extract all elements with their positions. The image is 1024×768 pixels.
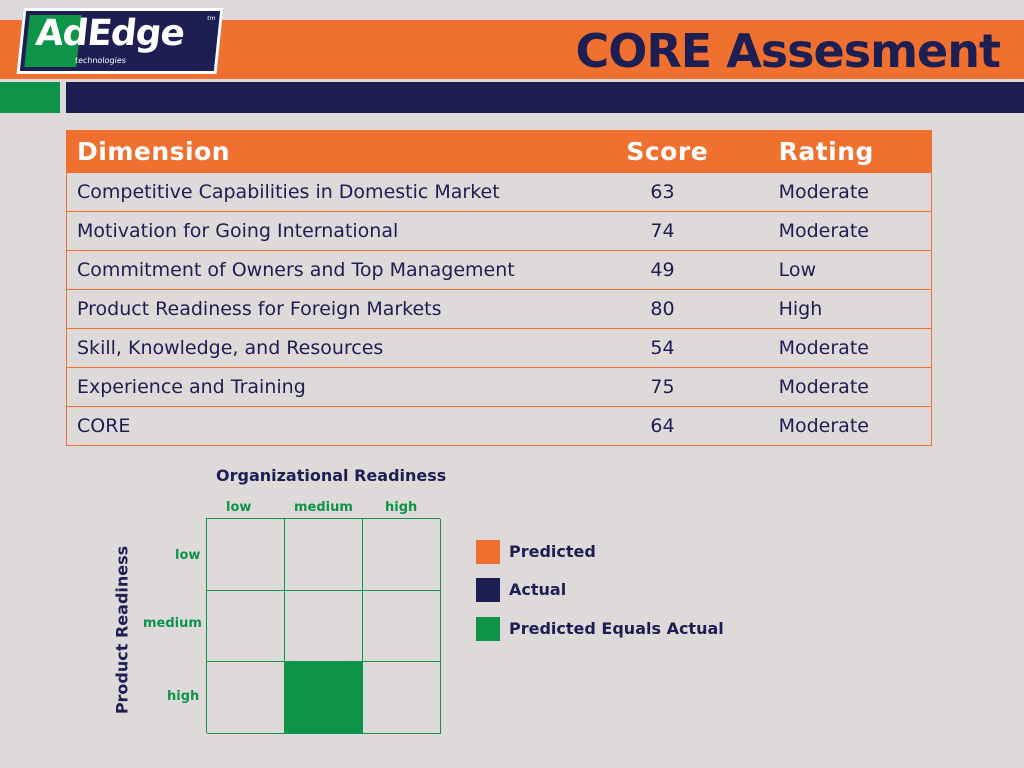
- matrix-cell: [285, 590, 363, 662]
- matrix-cell: [363, 590, 441, 662]
- matrix-row-label: high: [167, 689, 200, 704]
- matrix-cell: [363, 519, 441, 591]
- rating-cell: Moderate: [768, 328, 932, 368]
- header-score: Score: [616, 130, 769, 173]
- green-accent-strip: [0, 82, 60, 113]
- logo-name: AdEdge: [33, 13, 187, 54]
- readiness-matrix-grid: [206, 518, 441, 734]
- matrix-column-label: high: [385, 500, 418, 515]
- dimension-cell: Commitment of Owners and Top Management: [66, 250, 617, 290]
- score-cell: 74: [616, 211, 769, 251]
- score-cell: 64: [616, 406, 769, 446]
- header-dimension: Dimension: [66, 130, 617, 173]
- score-cell: 63: [616, 172, 769, 212]
- dimension-cell: Skill, Knowledge, and Resources: [66, 328, 617, 368]
- table-row: Experience and Training 75 Moderate: [66, 367, 932, 407]
- matrix-y-axis-title: Product Readiness: [112, 545, 132, 715]
- legend-label: Actual: [509, 580, 567, 599]
- dimension-cell: Product Readiness for Foreign Markets: [66, 289, 617, 329]
- table-row: CORE 64 Moderate: [66, 406, 932, 446]
- legend-label: Predicted: [509, 542, 596, 561]
- score-cell: 54: [616, 328, 769, 368]
- table-row: Competitive Capabilities in Domestic Mar…: [66, 172, 932, 212]
- legend-swatch-navy: [476, 578, 500, 602]
- dimension-cell: Competitive Capabilities in Domestic Mar…: [66, 172, 617, 212]
- dimension-cell: Experience and Training: [66, 367, 617, 407]
- navy-accent-strip: [66, 82, 1024, 113]
- legend-swatch-orange: [476, 540, 500, 564]
- table-header-row: Dimension Score Rating: [66, 130, 932, 173]
- matrix-cell: [207, 662, 285, 734]
- table-row: Product Readiness for Foreign Markets 80…: [66, 289, 932, 329]
- score-cell: 80: [616, 289, 769, 329]
- matrix-column-label: medium: [294, 500, 353, 515]
- logo-trademark: tm: [206, 15, 216, 22]
- dimension-cell: Motivation for Going International: [66, 211, 617, 251]
- assessment-table: Dimension Score Rating Competitive Capab…: [66, 130, 932, 446]
- table-row: Motivation for Going International 74 Mo…: [66, 211, 932, 251]
- rating-cell: Low: [768, 250, 932, 290]
- rating-cell: Moderate: [768, 172, 932, 212]
- matrix-x-axis-title: Organizational Readiness: [216, 466, 447, 485]
- matrix-cell: [207, 590, 285, 662]
- matrix-cell: [207, 519, 285, 591]
- page-title: CORE Assesment: [575, 24, 1001, 78]
- legend-label: Predicted Equals Actual: [509, 619, 724, 638]
- matrix-row-label: medium: [143, 616, 202, 631]
- adedge-logo: AdEdge technologies tm: [16, 8, 224, 74]
- logo-subtitle: technologies: [74, 56, 127, 65]
- legend-swatch-green: [476, 617, 500, 641]
- score-cell: 75: [616, 367, 769, 407]
- matrix-row-label: low: [175, 548, 201, 563]
- rating-cell: Moderate: [768, 211, 932, 251]
- rating-cell: High: [768, 289, 932, 329]
- matrix-cell: [363, 662, 441, 734]
- score-cell: 49: [616, 250, 769, 290]
- matrix-cell: [285, 519, 363, 591]
- matrix-cell-predicted-equals-actual: [285, 662, 363, 734]
- table-row: Skill, Knowledge, and Resources 54 Moder…: [66, 328, 932, 368]
- header-rating: Rating: [768, 130, 932, 173]
- table-row: Commitment of Owners and Top Management …: [66, 250, 932, 290]
- rating-cell: Moderate: [768, 367, 932, 407]
- rating-cell: Moderate: [768, 406, 932, 446]
- matrix-column-label: low: [226, 500, 252, 515]
- dimension-cell: CORE: [66, 406, 617, 446]
